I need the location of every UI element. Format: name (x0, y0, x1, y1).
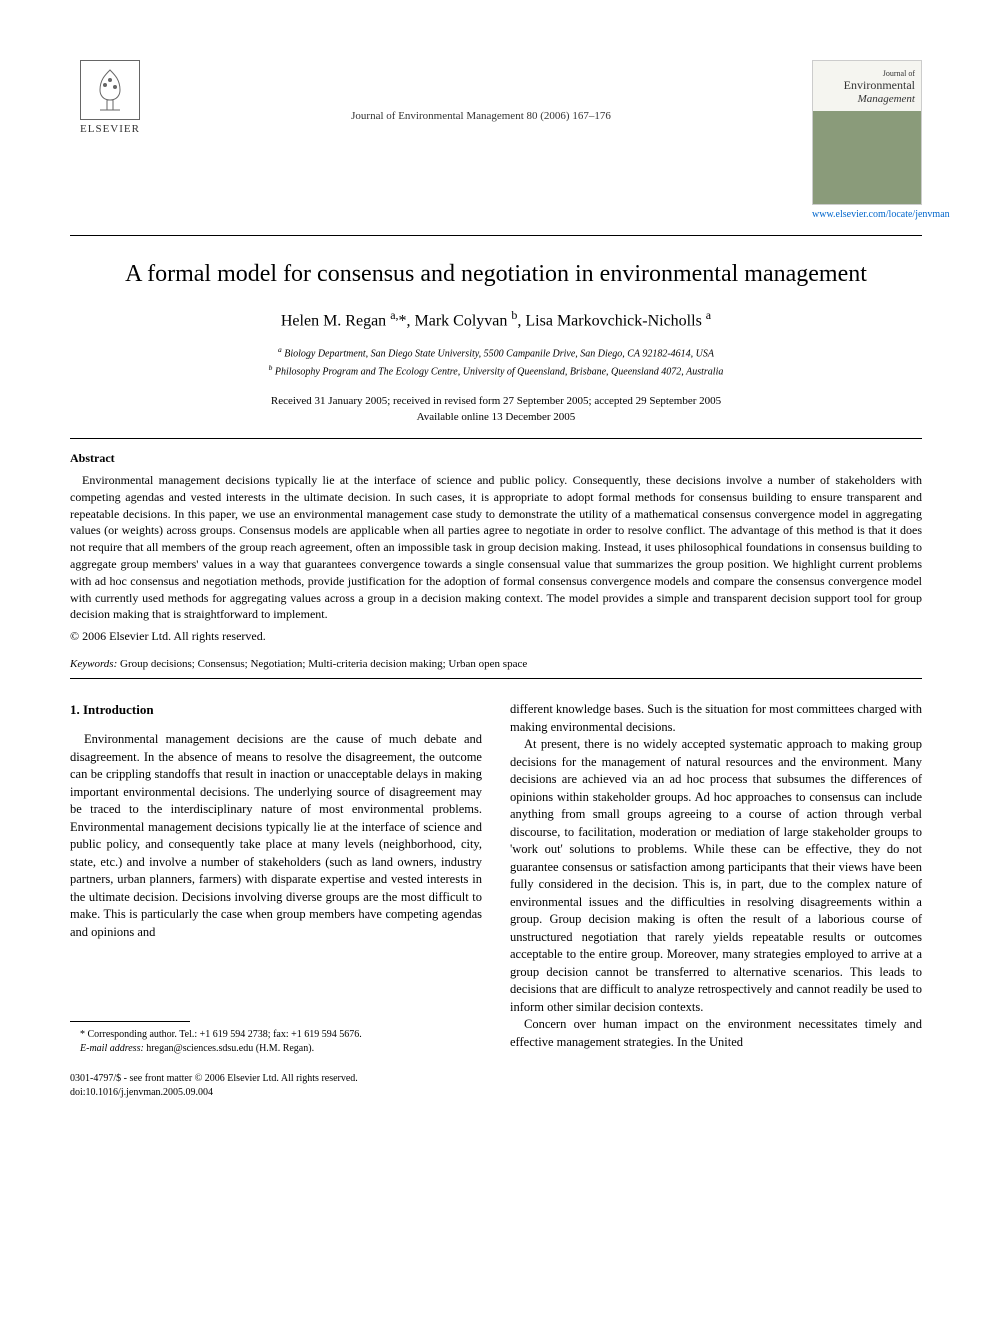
journal-cover-thumbnail: Journal of Environmental Management (812, 60, 922, 205)
body-paragraph: different knowledge bases. Such is the s… (510, 701, 922, 736)
article-dates: Received 31 January 2005; received in re… (70, 393, 922, 426)
body-paragraph: Environmental management decisions are t… (70, 731, 482, 941)
affiliation-a: a Biology Department, San Diego State Un… (70, 344, 922, 361)
publisher-tree-icon (80, 60, 140, 120)
abstract-heading: Abstract (70, 451, 922, 466)
body-paragraph: At present, there is no widely accepted … (510, 736, 922, 1016)
journal-cover-line1: Journal of (819, 69, 915, 78)
footnote-corresponding: * Corresponding author. Tel.: +1 619 594… (70, 1028, 482, 1042)
footnote-email-value: hregan@sciences.sdsu.edu (H.M. Regan). (144, 1043, 314, 1054)
footer-issn: 0301-4797/$ - see front matter © 2006 El… (70, 1072, 482, 1086)
journal-cover-line2: Environmental (819, 78, 915, 93)
journal-cover: Journal of Environmental Management www.… (812, 60, 922, 220)
body-column-right: different knowledge bases. Such is the s… (510, 701, 922, 1100)
abstract-text: Environmental management decisions typic… (70, 472, 922, 623)
footnote-email-label: E-mail address: (80, 1043, 144, 1054)
header-rule (70, 235, 922, 236)
body-columns: 1. Introduction Environmental management… (70, 701, 922, 1100)
publisher-name: ELSEVIER (80, 123, 140, 135)
footnote-email: E-mail address: hregan@sciences.sdsu.edu… (70, 1042, 482, 1056)
journal-url-link[interactable]: www.elsevier.com/locate/jenvman (812, 209, 922, 220)
affiliation-b: b Philosophy Program and The Ecology Cen… (70, 362, 922, 379)
abstract-top-rule (70, 438, 922, 439)
abstract-bottom-rule (70, 678, 922, 679)
header-citation: Journal of Environmental Management 80 (… (150, 60, 812, 122)
page-header: ELSEVIER Journal of Environmental Manage… (70, 60, 922, 220)
journal-cover-line3: Management (819, 93, 915, 105)
keywords-label: Keywords: (70, 658, 117, 670)
authors-line: Helen M. Regan a,*, Mark Colyvan b, Lisa… (70, 308, 922, 330)
date-online: Available online 13 December 2005 (70, 409, 922, 426)
keywords-text: Group decisions; Consensus; Negotiation;… (117, 658, 527, 670)
abstract-copyright: © 2006 Elsevier Ltd. All rights reserved… (70, 629, 922, 644)
body-paragraph: Concern over human impact on the environ… (510, 1016, 922, 1051)
footnote-divider (70, 1021, 190, 1022)
footer-doi: doi:10.1016/j.jenvman.2005.09.004 (70, 1086, 482, 1100)
section-heading-introduction: 1. Introduction (70, 701, 482, 719)
body-column-left: 1. Introduction Environmental management… (70, 701, 482, 1100)
article-title: A formal model for consensus and negotia… (70, 261, 922, 288)
affiliations: a Biology Department, San Diego State Un… (70, 344, 922, 379)
publisher-logo: ELSEVIER (70, 60, 150, 135)
date-history: Received 31 January 2005; received in re… (70, 393, 922, 410)
keywords-line: Keywords: Group decisions; Consensus; Ne… (70, 658, 922, 670)
